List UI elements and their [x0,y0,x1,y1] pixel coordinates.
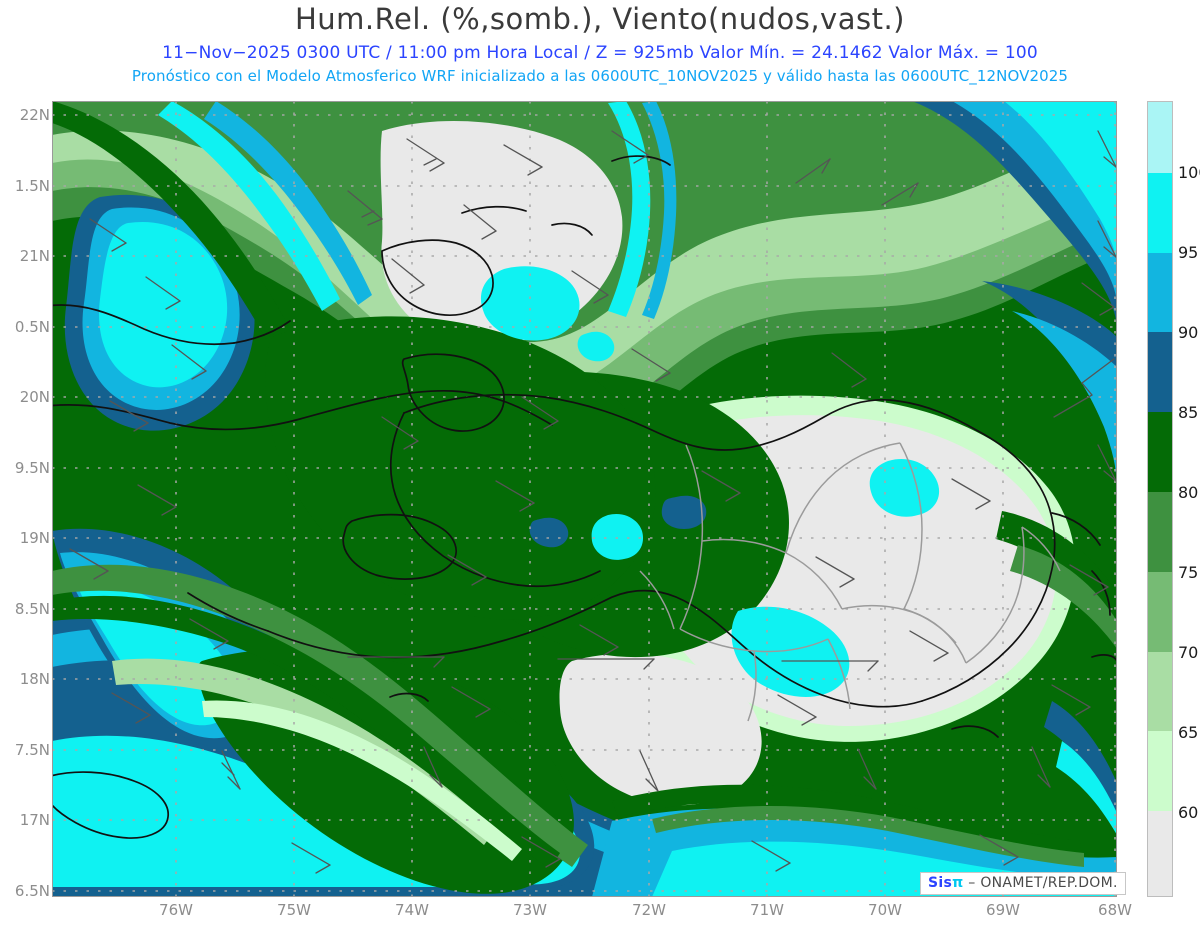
y-tick-label: 19N [19,529,50,547]
colorbar-band [1148,332,1172,413]
page-title: Hum.Rel. (%,somb.), Viento(nudos,vast.) [295,2,905,36]
colorbar-tick-label: 60 [1178,803,1199,822]
subtitle-line-2: Pronóstico con el Modelo Atmosferico WRF… [131,67,1069,85]
colorbar-tick-label: 65 [1178,723,1199,742]
colorbar-tick-label: 70 [1178,643,1199,662]
y-tick-label: 21N [19,247,50,265]
wind-barb-overlay [69,130,1117,874]
y-tick-label: 22N [19,106,50,124]
x-tick-label: 75W [277,901,311,919]
y-tick-label: 17N [19,811,50,829]
y-tick-label: 18N [19,670,50,688]
humidity-colorbar[interactable] [1147,101,1173,897]
y-tick-label: 20N [19,388,50,406]
colorbar-band [1148,571,1172,652]
map-plot-area[interactable] [52,101,1117,897]
y-tick-label: 9.5N [14,459,50,477]
y-tick-label: 1.5N [14,177,50,195]
colorbar-band [1148,172,1172,253]
y-tick-label: 7.5N [14,741,50,759]
lat-lon-gridlines [52,101,1117,897]
x-tick-label: 70W [868,901,902,919]
subtitle-line-1: 11−Nov−2025 0300 UTC / 11:00 pm Hora Loc… [162,43,1038,63]
colorbar-tick-label: 75 [1178,563,1199,582]
y-tick-label: 8.5N [14,600,50,618]
x-tick-label: 73W [513,901,547,919]
colorbar-band [1148,811,1172,896]
x-tick-label: 76W [159,901,193,919]
watermark-brand: Sis [928,875,953,891]
watermark-pi-icon: π [952,875,964,891]
coastline-overlay [52,155,1117,839]
colorbar-tick-label: 85 [1178,403,1199,422]
y-tick-label: 6.5N [14,882,50,900]
y-tick-label: 0.5N [14,318,50,336]
colorbar-band [1148,492,1172,572]
x-tick-label: 68W [1098,901,1132,919]
x-tick-label: 72W [632,901,666,919]
colorbar-tick-label: 90 [1178,323,1199,342]
colorbar-band [1148,412,1172,493]
colorbar-band [1148,102,1172,173]
colorbar-tick-label: 80 [1178,483,1199,502]
x-tick-label: 69W [986,901,1020,919]
colorbar-band [1148,651,1172,732]
colorbar-tick-label: 100 [1178,163,1200,182]
colorbar-band [1148,731,1172,812]
x-tick-label: 74W [395,901,429,919]
watermark-agency: ONAMET/REP.DOM. [980,875,1118,891]
watermark-separator: – [968,875,976,891]
colorbar-tick-label: 95 [1178,243,1199,262]
humidity-contour-field [52,101,1117,897]
colorbar-band [1148,252,1172,333]
x-tick-label: 71W [750,901,784,919]
agency-watermark: Sisπ – ONAMET/REP.DOM. [920,872,1126,895]
